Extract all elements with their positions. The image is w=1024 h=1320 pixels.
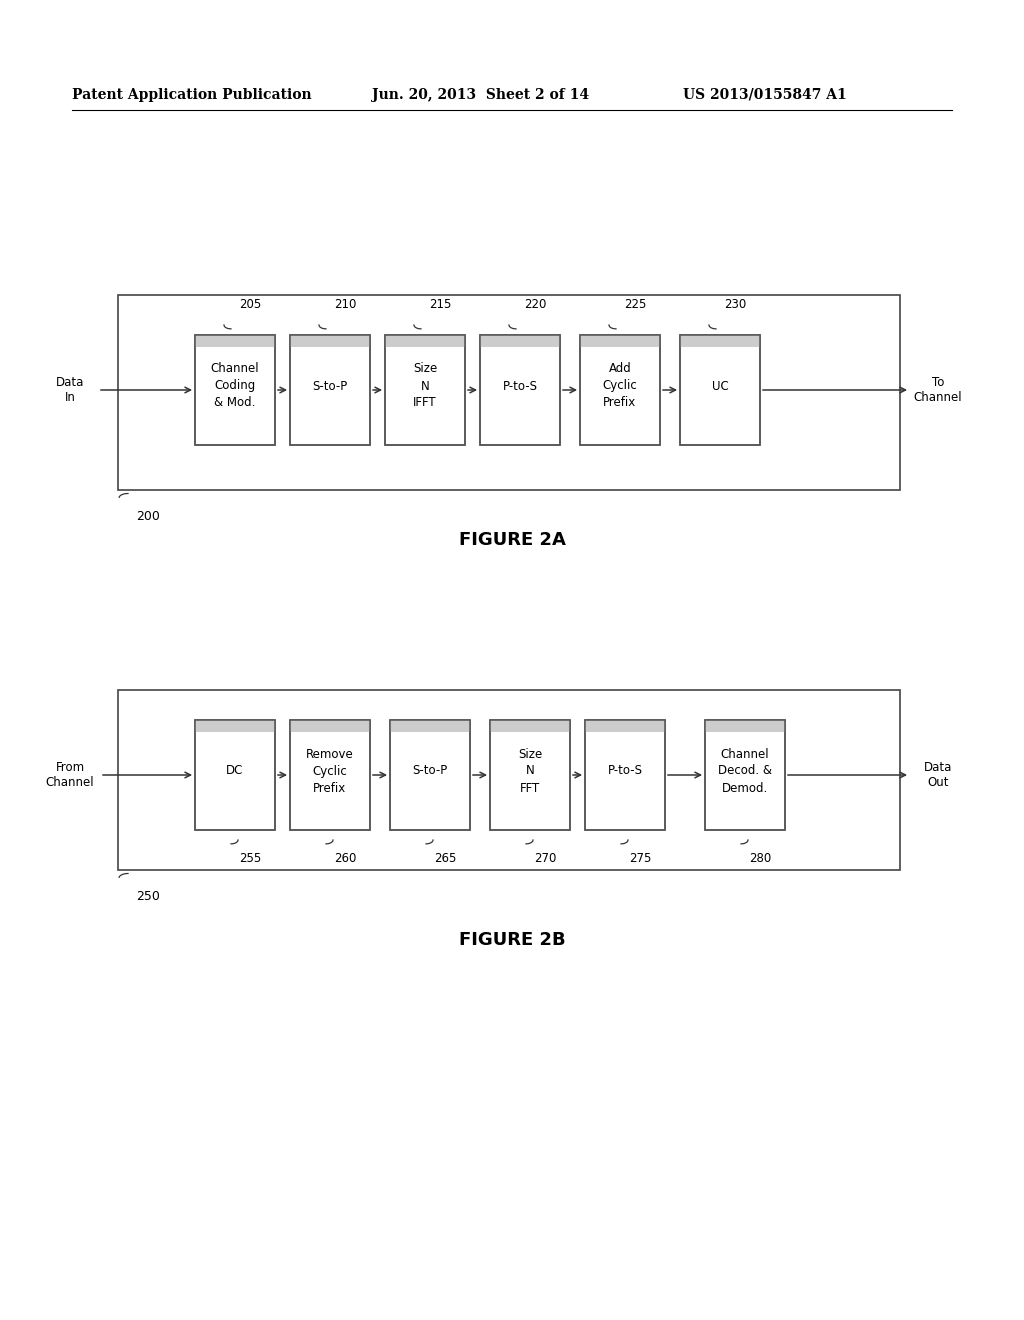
- Bar: [290, 335, 370, 347]
- Bar: [290, 719, 370, 830]
- Text: Channel
Coding
& Mod.: Channel Coding & Mod.: [211, 363, 259, 409]
- Bar: [585, 719, 665, 830]
- Bar: [385, 335, 465, 347]
- Bar: [290, 719, 370, 733]
- Text: 215: 215: [429, 298, 452, 312]
- Text: US 2013/0155847 A1: US 2013/0155847 A1: [683, 88, 847, 102]
- Text: Data
In: Data In: [56, 376, 84, 404]
- Text: Size
N
FFT: Size N FFT: [518, 747, 542, 795]
- Text: Remove
Cyclic
Prefix: Remove Cyclic Prefix: [306, 747, 354, 795]
- Text: S-to-P: S-to-P: [312, 380, 347, 392]
- Text: 225: 225: [624, 298, 646, 312]
- Bar: [290, 335, 370, 445]
- Text: 265: 265: [434, 851, 457, 865]
- Bar: [118, 690, 900, 870]
- Text: Add
Cyclic
Prefix: Add Cyclic Prefix: [603, 363, 637, 409]
- Text: 260: 260: [334, 851, 356, 865]
- Bar: [290, 719, 370, 830]
- Bar: [705, 719, 785, 830]
- Bar: [680, 335, 760, 445]
- Bar: [390, 719, 470, 733]
- Text: FIGURE 2A: FIGURE 2A: [459, 531, 565, 549]
- Bar: [480, 335, 560, 445]
- Text: From
Channel: From Channel: [46, 762, 94, 789]
- Text: Patent Application Publication: Patent Application Publication: [72, 88, 311, 102]
- Bar: [290, 335, 370, 445]
- Text: 255: 255: [239, 851, 261, 865]
- Bar: [490, 719, 570, 830]
- Bar: [580, 335, 660, 445]
- Text: To
Channel: To Channel: [913, 376, 963, 404]
- Bar: [680, 335, 760, 445]
- Text: FIGURE 2B: FIGURE 2B: [459, 931, 565, 949]
- Text: 250: 250: [136, 890, 160, 903]
- Text: 200: 200: [136, 510, 160, 523]
- Text: 230: 230: [724, 298, 746, 312]
- Bar: [705, 719, 785, 733]
- Text: 205: 205: [239, 298, 261, 312]
- Bar: [585, 719, 665, 830]
- Bar: [195, 719, 275, 733]
- Bar: [705, 719, 785, 830]
- Bar: [385, 335, 465, 445]
- Bar: [480, 335, 560, 445]
- Text: DC: DC: [226, 764, 244, 777]
- Text: 275: 275: [629, 851, 651, 865]
- Text: P-to-S: P-to-S: [607, 764, 642, 777]
- Bar: [195, 335, 275, 445]
- Bar: [195, 335, 275, 347]
- Bar: [195, 335, 275, 445]
- Text: Channel
Decod. &
Demod.: Channel Decod. & Demod.: [718, 747, 772, 795]
- Bar: [580, 335, 660, 347]
- Bar: [195, 719, 275, 830]
- Bar: [390, 719, 470, 830]
- Bar: [480, 335, 560, 347]
- Text: S-to-P: S-to-P: [413, 764, 447, 777]
- Text: 280: 280: [749, 851, 771, 865]
- Bar: [680, 335, 760, 347]
- Text: Jun. 20, 2013  Sheet 2 of 14: Jun. 20, 2013 Sheet 2 of 14: [372, 88, 589, 102]
- Bar: [195, 719, 275, 830]
- Text: 220: 220: [524, 298, 547, 312]
- Text: Size
N
IFFT: Size N IFFT: [413, 363, 437, 409]
- Bar: [490, 719, 570, 830]
- Bar: [585, 719, 665, 733]
- Bar: [580, 335, 660, 445]
- Bar: [385, 335, 465, 445]
- Text: P-to-S: P-to-S: [503, 380, 538, 392]
- Text: UC: UC: [712, 380, 728, 392]
- Text: 210: 210: [334, 298, 356, 312]
- Bar: [490, 719, 570, 733]
- Bar: [118, 294, 900, 490]
- Text: 270: 270: [534, 851, 556, 865]
- Bar: [390, 719, 470, 830]
- Text: Data
Out: Data Out: [924, 762, 952, 789]
